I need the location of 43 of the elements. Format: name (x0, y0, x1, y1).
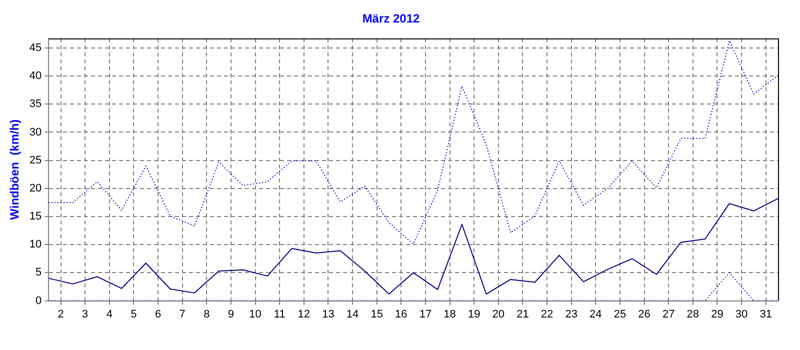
y-tick-label: 45 (29, 42, 42, 54)
x-tick-label: 31 (760, 308, 772, 320)
x-tick-label: 7 (179, 308, 186, 320)
x-tick-label: 29 (711, 308, 724, 320)
x-tick-label: 3 (82, 308, 88, 320)
x-tick-label: 13 (322, 308, 334, 320)
y-tick-label: 0 (36, 294, 42, 307)
y-tick-label: 20 (29, 182, 42, 194)
x-tick-label: 22 (540, 308, 554, 320)
y-tick-label: 10 (29, 238, 42, 251)
x-tick-label: 9 (228, 308, 234, 320)
x-tick-label: 17 (419, 308, 432, 320)
chart-title: März 2012 (362, 12, 420, 26)
x-tick-label: 11 (274, 308, 286, 320)
x-tick-label: 6 (154, 308, 162, 320)
x-tick-label: 21 (516, 308, 529, 320)
line-series (48, 40, 778, 245)
y-tick-label: 25 (29, 154, 42, 166)
x-tick-label: 18 (444, 308, 456, 320)
x-tick-label: 4 (106, 308, 112, 320)
x-tick-label: 16 (395, 308, 408, 320)
x-tick-label: 20 (492, 308, 505, 320)
x-tick-label: 28 (686, 308, 700, 320)
x-tick-label: 5 (130, 308, 137, 320)
x-tick-label: 2 (58, 308, 64, 320)
x-tick-label: 26 (638, 308, 650, 320)
x-tick-label: 10 (249, 308, 262, 320)
y-tick-label: 40 (29, 70, 42, 82)
x-tick-label: 24 (590, 308, 602, 320)
x-tick-label: 14 (346, 308, 359, 320)
y-tick-label: 30 (29, 126, 42, 138)
y-tick-label: 35 (29, 98, 42, 110)
y-tick-label: 15 (29, 210, 42, 223)
x-tick-label: 12 (298, 308, 310, 320)
x-tick-label: 19 (468, 308, 480, 320)
x-tick-label: 23 (565, 308, 578, 320)
x-tick-label: 15 (370, 308, 383, 320)
x-tick-label: 30 (735, 308, 748, 320)
y-tick-label: 5 (36, 266, 42, 279)
x-tick-label: 25 (614, 308, 626, 320)
y-axis-title: Windböen (km/h) (8, 119, 22, 220)
x-tick-label: 8 (204, 308, 210, 320)
x-tick-label: 27 (662, 308, 675, 320)
